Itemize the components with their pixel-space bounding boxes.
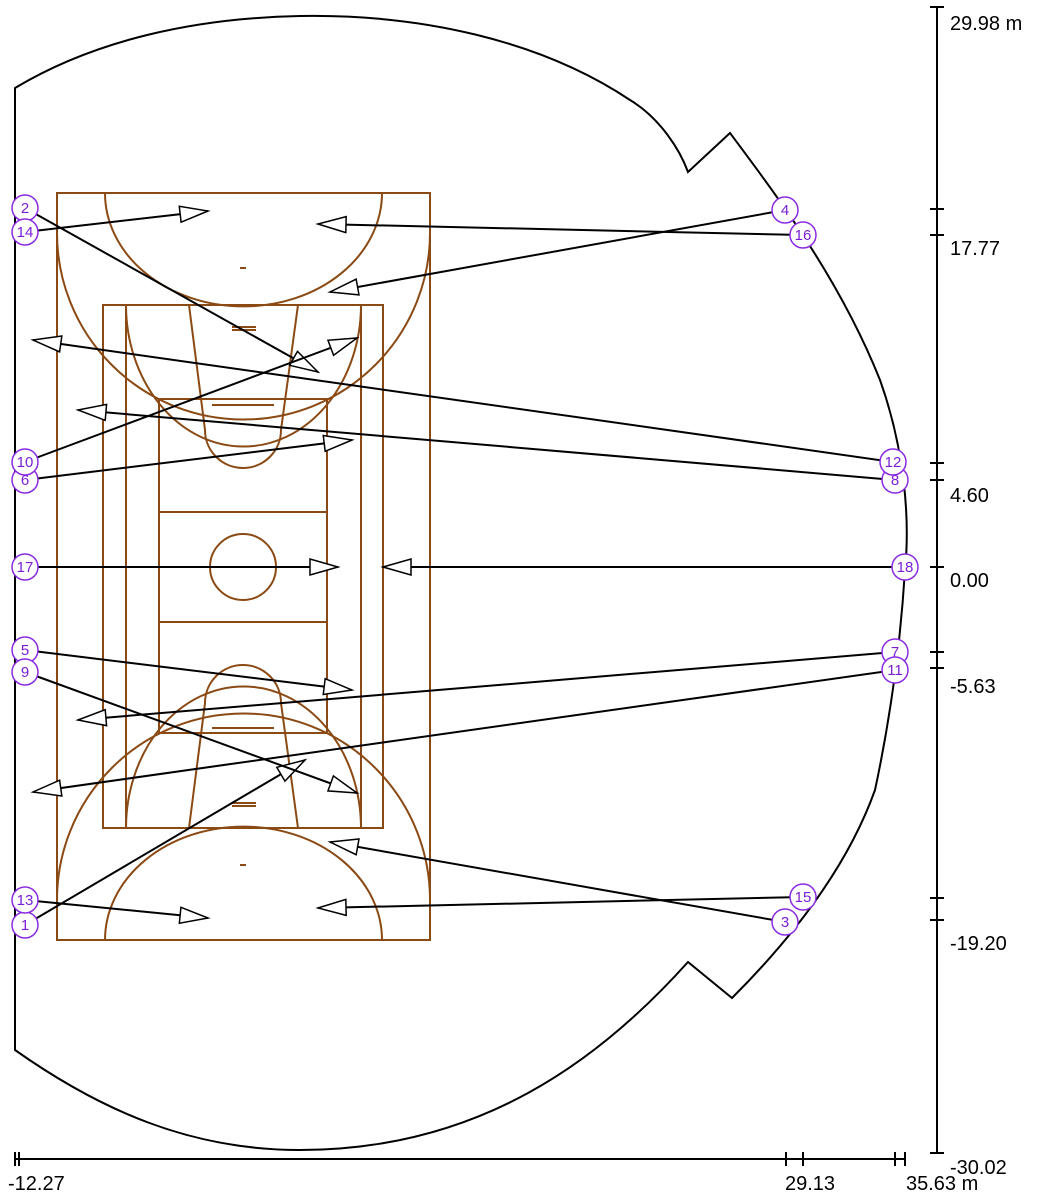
fixture-number: 15: [795, 889, 812, 906]
fixture-circle: [771, 196, 799, 224]
fixture-4: 4: [771, 196, 799, 224]
aim-line-3: [329, 841, 786, 923]
aim-arrowhead-14: [178, 205, 211, 224]
fixture-9: 9: [11, 658, 39, 686]
aim-arrowhead-11: [30, 779, 63, 797]
aim-arrowhead-3: [327, 838, 360, 856]
hscale-label-mid: 29.13: [785, 1173, 835, 1195]
fixture-circle: [789, 883, 817, 911]
aim-arrowhead-18: [380, 558, 412, 576]
vscale-label-neg19: -19.20: [950, 933, 1007, 955]
fixture-number: 6: [21, 472, 29, 489]
fixture-number: 8: [891, 472, 899, 489]
aim-line-9: [24, 671, 358, 794]
vscale-label-top: 29.98 m: [950, 13, 1022, 35]
fixture-number: 9: [21, 664, 29, 681]
fixture-1: 1: [11, 911, 39, 939]
fixture-circle: [11, 886, 39, 914]
aim-arrowhead-8: [75, 403, 108, 422]
aim-line-1: [24, 759, 306, 926]
aim-arrowhead-4: [327, 278, 360, 296]
fixture-11: 11: [881, 656, 909, 684]
vscale-label-0: 0.00: [950, 570, 989, 592]
fixture-number: 3: [781, 914, 789, 931]
aim-line-4: [329, 209, 786, 293]
fixture-18: 18: [891, 553, 919, 581]
aim-arrowhead-17: [309, 558, 341, 576]
aim-line-14: [24, 210, 209, 233]
fixture-number: 11: [887, 662, 903, 679]
aim-line-7: [77, 651, 896, 721]
aim-arrowhead-9: [326, 774, 360, 794]
fixture-number: 5: [21, 642, 29, 659]
fixture-2: 2: [11, 194, 39, 222]
fixture-circle: [771, 908, 799, 936]
fixture-number: 12: [885, 454, 902, 471]
fixture-circle: [891, 553, 919, 581]
aim-arrowhead-13: [178, 906, 211, 925]
aim-line-16: [317, 223, 804, 236]
aim-arrowhead-16: [315, 215, 347, 234]
fixture-number: 17: [17, 559, 34, 576]
fixture-10: 10: [11, 448, 39, 476]
fixture-12: 12: [879, 448, 907, 476]
aim-arrowhead-5: [322, 677, 355, 696]
aim-line-11: [32, 669, 896, 793]
fixture-number: 14: [17, 224, 34, 241]
hscale-label-right: 35.63 m: [906, 1173, 978, 1195]
fixture-number: 10: [17, 454, 34, 471]
aim-line-12: [32, 339, 894, 463]
fixture-number: 1: [21, 917, 29, 934]
fixture-16: 16: [789, 221, 817, 249]
fixture-circle: [879, 448, 907, 476]
fixture-circle: [11, 658, 39, 686]
fixture-circle: [11, 218, 39, 246]
fixture-3: 3: [771, 908, 799, 936]
aim-line-15: [317, 896, 804, 909]
fixture-13: 13: [11, 886, 39, 914]
fixture-number: 7: [891, 644, 899, 661]
vertical-scale: [930, 6, 944, 1154]
aim-arrowhead-10: [326, 337, 360, 357]
fixture-circle: [789, 221, 817, 249]
fixture-circle: [881, 656, 909, 684]
vscale-label-bottom: -30.02: [950, 1157, 1007, 1179]
aim-line-5: [24, 649, 353, 691]
fixture-14: 14: [11, 218, 39, 246]
aim-line-13: [24, 899, 209, 919]
aim-line-8: [77, 409, 896, 481]
aim-arrowhead-15: [315, 898, 347, 917]
vscale-label-17: 17.77: [950, 238, 1000, 260]
arena-outline: [14, 14, 908, 1152]
aim-line-6: [24, 439, 353, 481]
aim-arrowhead-6: [322, 434, 355, 453]
fixture-15: 15: [789, 883, 817, 911]
horizontal-scale: [14, 1152, 906, 1166]
fixture-circle: [11, 553, 39, 581]
vscale-label-4: 4.60: [950, 485, 989, 507]
fixture-number: 13: [17, 892, 34, 909]
aim-arrowhead-2: [288, 350, 321, 374]
aim-arrowhead-12: [30, 335, 63, 353]
fixture-number: 18: [897, 559, 914, 576]
fixture-number: 4: [781, 202, 789, 219]
aim-line-10: [24, 337, 358, 463]
aim-arrowhead-7: [75, 708, 108, 727]
hscale-label-left: -12.27: [8, 1173, 65, 1195]
fixture-number: 2: [21, 200, 29, 217]
fixture-17: 17: [11, 553, 39, 581]
aim-line-2: [24, 207, 319, 373]
aiming-lines: [24, 205, 905, 926]
fixture-circle: [11, 448, 39, 476]
fixture-number: 16: [795, 227, 812, 244]
vscale-label-neg5: -5.63: [950, 676, 996, 698]
